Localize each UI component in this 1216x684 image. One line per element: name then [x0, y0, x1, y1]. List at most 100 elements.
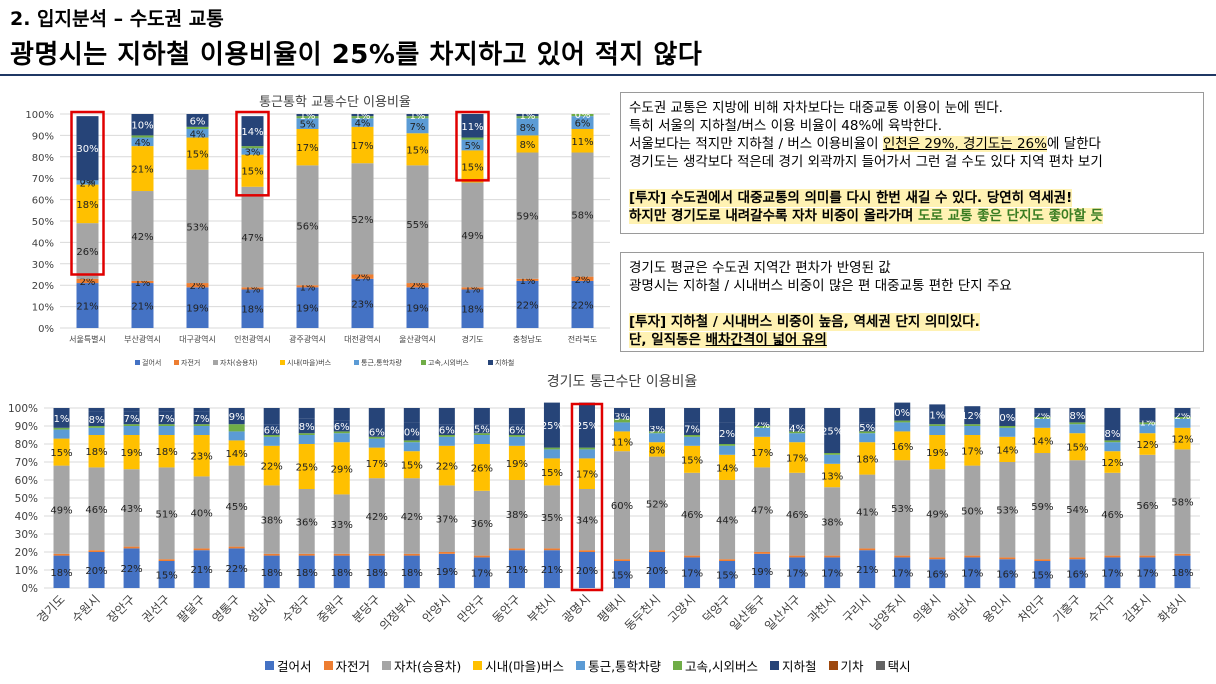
chart2-value-label: 18% — [856, 454, 878, 465]
chart1-ytick: 90% — [32, 131, 54, 142]
chart1-value-label: 2% — [80, 178, 96, 189]
chart2-legend-label: 지하철 — [782, 659, 817, 674]
chart2-bar-segment — [263, 408, 280, 425]
chart1-value-label: 2% — [575, 275, 591, 286]
chart2-value-label: 7% — [194, 414, 210, 425]
chart2-bar-segment — [438, 408, 455, 425]
chart2-bar-segment — [263, 553, 280, 556]
chart2-bar-segment — [578, 552, 595, 588]
chart2-bar-segment — [1174, 555, 1191, 588]
chart2-bar-segment — [824, 557, 841, 588]
chart1-value-label: 19% — [406, 304, 428, 315]
chart2-bar-segment — [684, 445, 701, 473]
chart2-bar-segment — [543, 447, 560, 450]
chart2-bar-segment — [859, 550, 876, 588]
chart2-bar-segment — [473, 557, 490, 588]
title-divider — [0, 74, 1216, 76]
chart2-bar-segment — [333, 431, 350, 434]
chart2-legend-item: 통근,통학차량 — [576, 656, 661, 675]
chart1-value-label: 1% — [520, 276, 536, 287]
chart2-xtick: 하남시 — [945, 592, 978, 625]
chart1-bar-segment — [241, 186, 264, 288]
chart1-value-label: 0% — [575, 110, 591, 121]
chart2-bar-segment — [1174, 413, 1191, 417]
chart2-legend-label: 고속,시외버스 — [685, 659, 759, 674]
chart2-xtick: 용인시 — [980, 592, 1013, 625]
chart2-value-label: 0% — [894, 408, 910, 419]
chart1-title: 통근통학 교통수단 이용비율 — [259, 95, 411, 110]
chart1-bar-segment — [406, 165, 429, 284]
chart2-bar-segment — [1104, 472, 1121, 556]
chart2-legend-item: 기차 — [828, 656, 864, 675]
chart2-value-label: 22% — [120, 564, 142, 575]
chart2-bar-segment — [403, 478, 420, 554]
chart2-value-label: 2% — [1175, 411, 1191, 422]
chart2-value-label: 15% — [681, 455, 703, 466]
chart2-bar-segment — [193, 548, 210, 551]
chart2-bar-segment — [263, 555, 280, 588]
chart1-bar-segment — [351, 118, 374, 127]
chart1-bar-segment — [76, 116, 99, 181]
chart2-value-label: 15% — [541, 468, 563, 479]
chart2-bar-segment — [999, 436, 1016, 462]
chart1-xtick: 인천광역시 — [234, 334, 271, 344]
chart2-bar-segment — [368, 478, 385, 554]
chart2-ytick: 30% — [15, 529, 38, 541]
chart1-bar-segment — [131, 146, 154, 192]
chart2-value-label: 8% — [89, 415, 105, 426]
chart1-bar-segment — [131, 280, 154, 284]
chart2-bar-segment — [1104, 408, 1121, 426]
chart2-value-label: 12% — [1136, 440, 1158, 451]
chart1-value-label: 22% — [571, 300, 593, 311]
chart2-value-label: 11% — [611, 437, 633, 448]
chart2-bar-segment — [403, 408, 420, 423]
chart2-bar-segment — [999, 426, 1016, 428]
chart2-value-label: 37% — [436, 515, 458, 526]
chart2-bar-segment — [964, 465, 981, 556]
chart2-value-label: 46% — [786, 510, 808, 521]
chart1-value-label: 6% — [190, 116, 206, 127]
chart1-value-label: 6% — [575, 119, 591, 130]
chart1-value-label: 19% — [296, 304, 318, 315]
chart2-ytick: 40% — [15, 511, 38, 523]
chart1-legend-label: 지하철 — [495, 358, 514, 367]
box2-line4a: 단, 일직동은 — [629, 332, 706, 348]
chart2-bar-segment — [1139, 557, 1156, 588]
chart2-value-label: 17% — [1136, 569, 1158, 580]
chart2-bar-segment — [614, 422, 630, 432]
chart2-value-label: 36% — [296, 517, 318, 528]
chart2-bar-segment — [438, 436, 455, 446]
chart1-legend-swatch — [421, 360, 426, 365]
chart2-bar-segment — [193, 426, 210, 435]
chart2-bar-segment — [719, 445, 736, 455]
chart2-bar-segment — [1174, 408, 1191, 414]
chart2-bar-segment — [614, 559, 630, 561]
commentary-box-1: 수도권 교통은 지방에 비해 자차보다는 대중교통 이용이 눈에 띈다. 특히 … — [620, 92, 1204, 234]
chart2-bar-segment — [578, 449, 595, 459]
chart2-value-label: 3% — [614, 412, 630, 423]
chart1-bar-segment — [186, 137, 209, 170]
chart2-bar-segment — [929, 559, 946, 588]
chart2-bar-segment — [1034, 408, 1051, 414]
chart2-xtick: 김포시 — [1120, 592, 1153, 625]
chart2-bar-segment — [649, 550, 666, 552]
chart1-value-label: 8% — [520, 123, 536, 134]
chart1-bar-segment — [571, 114, 594, 117]
chart2-bar-segment — [894, 557, 911, 588]
chart1-bar-segment — [516, 114, 539, 117]
chart2-bar-segment — [438, 435, 455, 437]
chart2-bar-segment — [789, 472, 806, 556]
chart2-bar-segment — [543, 458, 560, 486]
chart2-legend-label: 자전거 — [335, 659, 371, 674]
chart2-bar-segment — [684, 555, 701, 558]
chart2-bar-segment — [543, 485, 560, 549]
chart2-bar-segment — [614, 431, 630, 452]
chart2-xtick: 수지구 — [1085, 592, 1118, 625]
box1-highlight-incheon-gyeonggi: 인천은 29%, 경기도는 26% — [882, 136, 1047, 152]
chart-gyeonggi-commute: 경기도 통근수단 이용비율 0% 10% 20% 30% 40% 50% 60% 70% 80% 9… — [8, 374, 1200, 633]
chart2-legend-swatch — [828, 661, 838, 670]
chart-regional-commute: 통근통학 교통수단 이용비율 0% 10% 20% 30% 40% 50% 60% 70% 80%… — [25, 95, 610, 367]
chart2-value-label: 34% — [576, 516, 598, 527]
chart2-value-label: 18% — [50, 568, 72, 579]
chart2-value-label: 35% — [541, 513, 563, 524]
